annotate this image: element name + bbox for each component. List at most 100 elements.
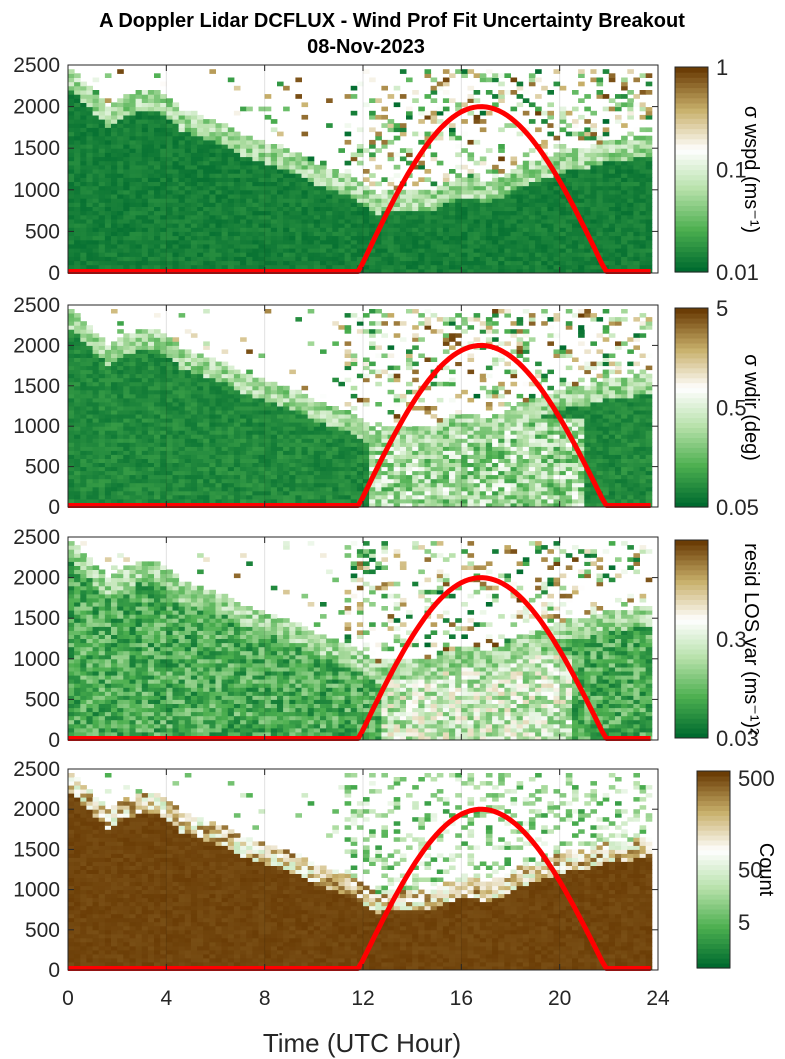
- heatmap-cell: [111, 135, 118, 141]
- heatmap-cell: [74, 248, 81, 253]
- heatmap-cell: [553, 218, 561, 224]
- heatmap-cell: [190, 206, 198, 212]
- heatmap-cell: [627, 156, 634, 162]
- heatmap-cell: [559, 160, 567, 166]
- heatmap-cell: [387, 268, 395, 274]
- heatmap-cell: [258, 169, 266, 174]
- heatmap-cell: [277, 218, 284, 224]
- heatmap-cell: [289, 402, 296, 407]
- heatmap-cell: [141, 194, 149, 199]
- heatmap-cell: [528, 189, 536, 195]
- heatmap-cell: [387, 252, 395, 257]
- heatmap-cell: [455, 173, 462, 178]
- heatmap-cell: [209, 369, 216, 375]
- heatmap-cell: [307, 210, 315, 216]
- heatmap-cell: [197, 470, 204, 476]
- heatmap-cell: [160, 494, 167, 500]
- heatmap-cell: [510, 185, 518, 191]
- colorbar-segment: [675, 149, 708, 155]
- heatmap-cell: [98, 127, 106, 133]
- heatmap-cell: [399, 189, 407, 195]
- heatmap-cell: [258, 181, 266, 187]
- heatmap-cell: [246, 466, 253, 472]
- heatmap-cell: [190, 442, 198, 447]
- heatmap-cell: [320, 189, 327, 195]
- heatmap-cell: [252, 466, 259, 472]
- heatmap-cell: [197, 365, 204, 371]
- heatmap-cell: [498, 127, 505, 133]
- heatmap-cell: [375, 235, 382, 241]
- heatmap-cell: [197, 466, 204, 472]
- heatmap-cell: [80, 173, 87, 178]
- heatmap-cell: [190, 490, 198, 496]
- heatmap-cell: [117, 114, 124, 120]
- heatmap-cell: [442, 256, 450, 262]
- heatmap-cell: [190, 198, 198, 203]
- heatmap-cell: [363, 194, 370, 199]
- heatmap-cell: [320, 462, 327, 468]
- heatmap-cell: [117, 357, 124, 362]
- heatmap-cell: [178, 235, 186, 241]
- heatmap-cell: [627, 160, 634, 166]
- heatmap-cell: [123, 98, 130, 103]
- heatmap-cell: [516, 177, 524, 182]
- heatmap-cell: [117, 164, 124, 170]
- heatmap-cell: [461, 248, 468, 253]
- heatmap-cell: [68, 430, 75, 435]
- heatmap-cell: [301, 169, 309, 174]
- heatmap-cell: [326, 214, 333, 220]
- heatmap-cell: [553, 252, 561, 257]
- heatmap-cell: [584, 243, 591, 249]
- heatmap-cell: [104, 148, 112, 153]
- heatmap-cell: [307, 189, 315, 195]
- heatmap-cell: [92, 202, 100, 207]
- heatmap-cell: [455, 239, 462, 245]
- heatmap-cell: [233, 486, 241, 492]
- heatmap-cell: [111, 164, 118, 170]
- heatmap-cell: [258, 482, 266, 488]
- heatmap-cell: [289, 231, 296, 237]
- heatmap-cell: [602, 227, 610, 232]
- heatmap-cell: [270, 478, 278, 484]
- heatmap-cell: [172, 494, 180, 500]
- heatmap-cell: [307, 252, 315, 257]
- heatmap-cell: [111, 223, 118, 228]
- heatmap-cell: [295, 169, 302, 174]
- heatmap-cell: [258, 185, 266, 191]
- heatmap-cell: [436, 110, 444, 116]
- heatmap-cell: [240, 438, 247, 443]
- heatmap-cell: [166, 418, 173, 423]
- heatmap-cell: [565, 206, 573, 212]
- heatmap-cell: [590, 152, 597, 158]
- heatmap-cell: [387, 127, 395, 133]
- heatmap-cell: [277, 131, 284, 137]
- heatmap-cell: [190, 177, 198, 182]
- heatmap-cell: [252, 185, 259, 191]
- heatmap-cell: [645, 156, 653, 162]
- heatmap-cell: [516, 235, 524, 241]
- heatmap-cell: [86, 181, 93, 187]
- heatmap-cell: [147, 434, 155, 439]
- heatmap-cell: [147, 474, 155, 480]
- heatmap-cell: [86, 385, 93, 391]
- heatmap-cell: [307, 462, 315, 468]
- heatmap-cell: [123, 410, 130, 415]
- heatmap-cell: [596, 152, 604, 158]
- heatmap-cell: [123, 135, 130, 141]
- heatmap-cell: [80, 438, 87, 443]
- heatmap-cell: [608, 169, 616, 174]
- heatmap-cell: [123, 430, 130, 435]
- heatmap-cell: [277, 438, 284, 443]
- heatmap-cell: [154, 498, 161, 504]
- heatmap-cell: [215, 256, 223, 262]
- heatmap-cell: [424, 69, 432, 74]
- heatmap-cell: [178, 373, 186, 379]
- heatmap-cell: [295, 490, 302, 496]
- heatmap-cell: [203, 450, 210, 455]
- heatmap-cell: [74, 414, 81, 419]
- heatmap-cell: [621, 85, 628, 91]
- heatmap-cell: [252, 144, 259, 149]
- heatmap-cell: [74, 185, 81, 191]
- heatmap-cell: [479, 218, 487, 224]
